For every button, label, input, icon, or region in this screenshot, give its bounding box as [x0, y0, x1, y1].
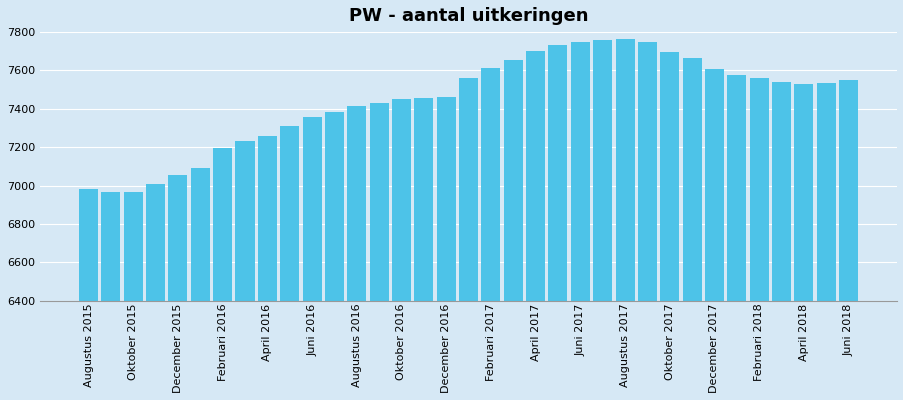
Bar: [392, 99, 411, 400]
Bar: [526, 51, 545, 400]
Bar: [146, 184, 165, 400]
Bar: [303, 116, 321, 400]
Bar: [592, 40, 611, 400]
Bar: [236, 142, 255, 400]
Bar: [436, 97, 455, 400]
Bar: [79, 190, 98, 400]
Bar: [257, 136, 276, 400]
Bar: [815, 83, 834, 400]
Bar: [771, 82, 790, 400]
Bar: [347, 106, 366, 400]
Bar: [481, 68, 500, 400]
Bar: [213, 148, 232, 400]
Bar: [101, 192, 120, 400]
Bar: [659, 52, 678, 400]
Bar: [704, 68, 723, 400]
Bar: [638, 42, 656, 400]
Bar: [324, 112, 343, 400]
Bar: [503, 60, 522, 400]
Bar: [615, 39, 634, 400]
Bar: [794, 84, 813, 400]
Bar: [682, 58, 701, 400]
Bar: [727, 75, 746, 400]
Bar: [369, 103, 388, 400]
Bar: [124, 192, 143, 400]
Bar: [280, 126, 299, 400]
Bar: [838, 80, 857, 400]
Bar: [570, 42, 589, 400]
Bar: [414, 98, 433, 400]
Bar: [168, 175, 187, 400]
Bar: [749, 78, 768, 400]
Bar: [191, 168, 209, 400]
Title: PW - aantal uitkeringen: PW - aantal uitkeringen: [349, 7, 588, 25]
Bar: [459, 78, 478, 400]
Bar: [548, 46, 567, 400]
